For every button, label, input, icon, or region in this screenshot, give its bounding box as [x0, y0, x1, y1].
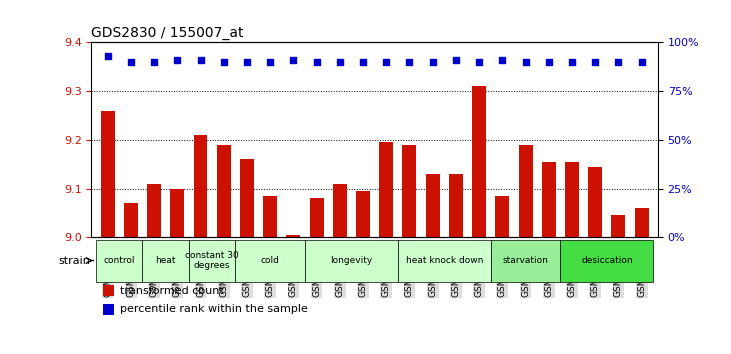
Point [543, 59, 555, 65]
Point [566, 59, 577, 65]
Bar [310, 198, 324, 354]
Text: strain: strain [58, 256, 90, 266]
Bar [263, 196, 277, 354]
FancyBboxPatch shape [398, 240, 491, 281]
FancyBboxPatch shape [189, 240, 235, 281]
Text: heat knock down: heat knock down [406, 256, 483, 265]
Bar [403, 145, 417, 354]
Point [496, 57, 508, 63]
Text: cold: cold [261, 256, 279, 265]
Point [218, 59, 230, 65]
FancyBboxPatch shape [561, 240, 654, 281]
Bar [147, 184, 161, 354]
Point [265, 59, 276, 65]
Point [473, 59, 485, 65]
Point [613, 59, 624, 65]
Point [334, 59, 346, 65]
FancyBboxPatch shape [305, 240, 398, 281]
Bar [194, 135, 208, 354]
Point [241, 59, 253, 65]
Point [357, 59, 369, 65]
Bar [101, 110, 115, 354]
Bar [287, 235, 300, 354]
Bar [240, 159, 254, 354]
Bar [379, 142, 393, 354]
Bar [124, 203, 138, 354]
Bar [102, 304, 114, 315]
Bar [102, 285, 114, 296]
Bar [356, 191, 370, 354]
Point [125, 59, 137, 65]
Bar [565, 162, 579, 354]
Point [148, 59, 160, 65]
Point [427, 59, 439, 65]
Bar [449, 174, 463, 354]
FancyBboxPatch shape [96, 240, 143, 281]
Bar [518, 145, 532, 354]
Point [172, 57, 183, 63]
Bar [588, 167, 602, 354]
Bar [333, 184, 346, 354]
Point [589, 59, 601, 65]
Text: heat: heat [156, 256, 176, 265]
Point [404, 59, 415, 65]
FancyBboxPatch shape [491, 240, 561, 281]
Text: desiccation: desiccation [581, 256, 632, 265]
Bar [170, 189, 184, 354]
Bar [611, 215, 626, 354]
Text: GDS2830 / 155007_at: GDS2830 / 155007_at [91, 26, 244, 40]
Text: percentile rank within the sample: percentile rank within the sample [120, 304, 308, 314]
Point [520, 59, 531, 65]
Point [311, 59, 322, 65]
Bar [542, 162, 556, 354]
FancyBboxPatch shape [235, 240, 305, 281]
Text: starvation: starvation [503, 256, 548, 265]
Text: control: control [104, 256, 135, 265]
Point [287, 57, 299, 63]
Bar [635, 208, 648, 354]
Point [380, 59, 392, 65]
Bar [217, 145, 231, 354]
Bar [496, 196, 510, 354]
Point [636, 59, 648, 65]
Text: constant 30
degrees: constant 30 degrees [185, 251, 239, 270]
FancyBboxPatch shape [143, 240, 189, 281]
Bar [425, 174, 439, 354]
Text: longevity: longevity [330, 256, 373, 265]
Point [102, 53, 113, 59]
Bar [472, 86, 486, 354]
Point [450, 57, 462, 63]
Text: transformed count: transformed count [120, 286, 224, 296]
Point [194, 57, 206, 63]
